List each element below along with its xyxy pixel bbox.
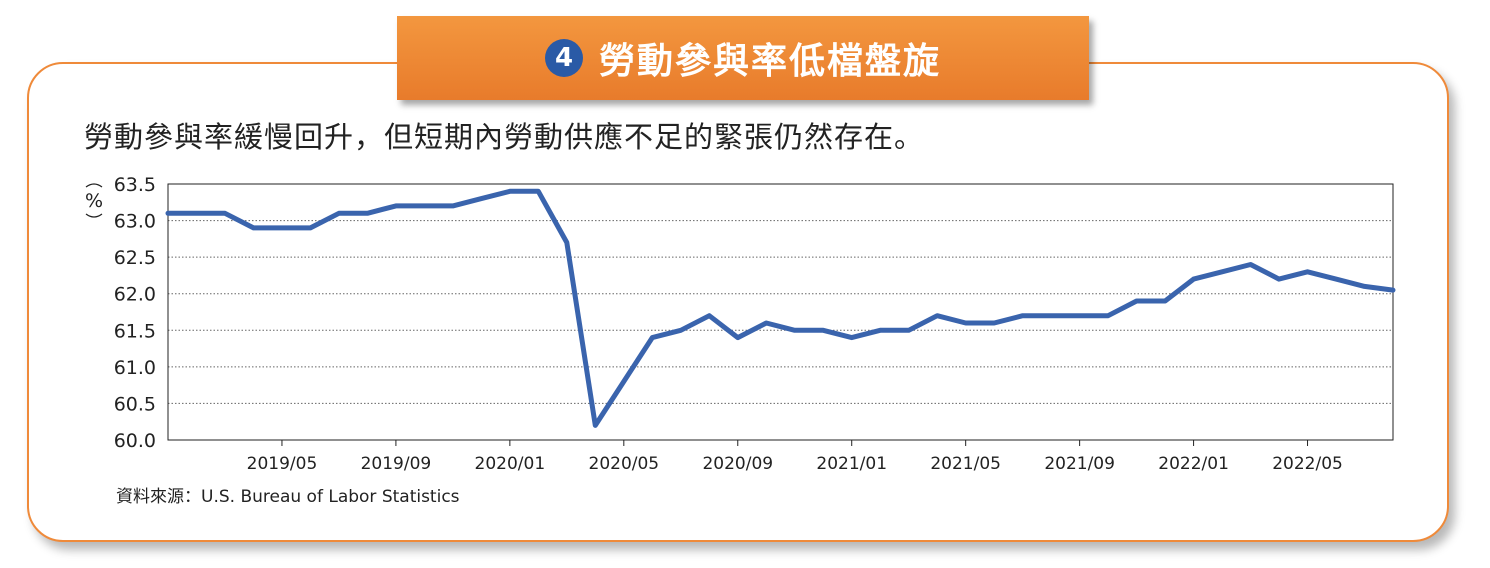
source-note: 資料來源：U.S. Bureau of Labor Statistics bbox=[116, 487, 460, 507]
series-line bbox=[165, 188, 1396, 428]
x-tick-label: 2021/09 bbox=[1044, 454, 1115, 474]
x-tick-label: 2019/05 bbox=[247, 454, 318, 474]
x-tick-label: 2020/01 bbox=[475, 454, 546, 474]
unit-bracket-top bbox=[85, 183, 103, 188]
y-tick-label: 63.5 bbox=[114, 174, 156, 196]
number-badge: 4 bbox=[544, 39, 583, 77]
plot-frame bbox=[167, 183, 1394, 441]
subtitle: 勞動參與率緩慢回升，但短期內勞動供應不足的緊張仍然存在。 bbox=[84, 120, 925, 154]
y-tick-label: 61.5 bbox=[114, 320, 156, 342]
header-banner: 4 勞動參與率低檔盤旋 bbox=[397, 16, 1089, 100]
y-tick-label: 60.0 bbox=[114, 430, 156, 452]
x-tick-label: 2021/01 bbox=[816, 454, 887, 474]
y-tick-label: 62.5 bbox=[114, 247, 156, 269]
unit-bracket-bottom bbox=[85, 213, 103, 218]
x-tick-label: 2020/09 bbox=[702, 454, 773, 474]
chart-title: 勞動參與率低檔盤旋 bbox=[598, 41, 941, 82]
chart-card bbox=[27, 62, 1449, 542]
y-unit-text: % bbox=[85, 190, 103, 212]
x-tick-label: 2020/05 bbox=[589, 454, 660, 474]
y-unit-label: % bbox=[85, 183, 103, 218]
x-tick-label: 2019/09 bbox=[361, 454, 432, 474]
x-tick-label: 2021/05 bbox=[930, 454, 1001, 474]
y-tick-label: 60.5 bbox=[114, 393, 156, 415]
x-tick-label: 2022/05 bbox=[1272, 454, 1343, 474]
x-tick-label: 2022/01 bbox=[1158, 454, 1229, 474]
y-tick-label: 63.0 bbox=[114, 211, 156, 233]
y-tick-label: 61.0 bbox=[114, 357, 156, 379]
y-tick-label: 62.0 bbox=[114, 284, 156, 306]
